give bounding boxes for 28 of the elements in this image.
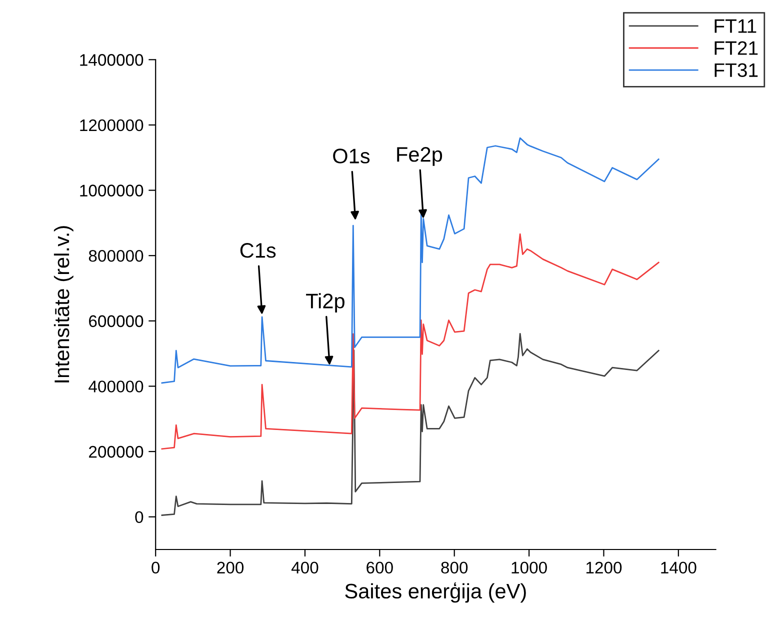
y-axis-title: Intensitāte (rel.v.) bbox=[54, 226, 74, 382]
x-tick-label: 1400 bbox=[661, 562, 696, 574]
line-series bbox=[161, 233, 660, 450]
y-tick-label: 0 bbox=[135, 511, 144, 524]
line-series bbox=[161, 332, 660, 516]
x-axis-title: Saites enerģija (eV) bbox=[345, 582, 526, 603]
x-tick-label: 200 bbox=[217, 562, 244, 574]
y-tick-label: 400000 bbox=[88, 380, 144, 392]
legend-label: FT31 bbox=[714, 63, 758, 78]
annotation: Ti2p bbox=[306, 293, 344, 313]
annotation: Fe2p bbox=[397, 147, 442, 166]
x-tick-label: 400 bbox=[291, 562, 318, 574]
y-tick-label: 600000 bbox=[89, 315, 144, 328]
y-tick-label: 1200000 bbox=[80, 119, 144, 132]
annotation: C1s bbox=[240, 243, 276, 258]
legend-label: FT21 bbox=[714, 41, 758, 55]
y-tick-label: 800000 bbox=[88, 250, 144, 262]
annotation: O1s bbox=[333, 148, 370, 164]
legend-label: FT11 bbox=[714, 19, 756, 33]
y-tick-label: 200000 bbox=[89, 446, 144, 458]
x-tick-label: 600 bbox=[366, 562, 393, 574]
x-tick-label: 1000 bbox=[512, 562, 547, 574]
y-tick-label: 1000000 bbox=[80, 184, 144, 196]
y-tick-label: 1400000 bbox=[80, 54, 144, 66]
line-series bbox=[161, 137, 660, 384]
x-tick-label: 0 bbox=[152, 562, 160, 574]
x-tick-label: 1200 bbox=[586, 562, 622, 574]
x-tick-label: 800 bbox=[441, 562, 468, 574]
